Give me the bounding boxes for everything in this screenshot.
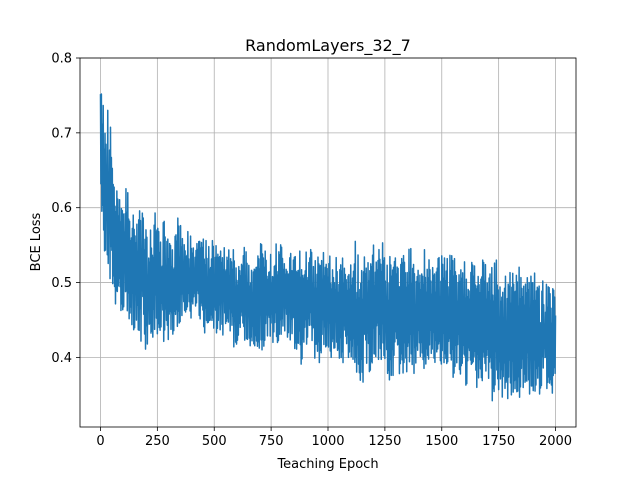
y-tick-label: 0.4 [51, 351, 72, 366]
x-tick-label: 750 [259, 434, 284, 449]
series-layer [99, 93, 557, 402]
y-tick-label: 0.8 [51, 52, 72, 67]
loss-series-line [99, 93, 557, 402]
x-tick-label: 500 [202, 434, 227, 449]
x-axis-label: Teaching Epoch [276, 457, 378, 472]
y-tick-label: 0.7 [51, 126, 72, 141]
x-tick-label: 2000 [539, 434, 572, 449]
chart-title: RandomLayers_32_7 [245, 36, 411, 56]
x-tick-label: 250 [145, 434, 170, 449]
y-tick-label: 0.5 [51, 276, 72, 291]
y-tick-label: 0.6 [51, 201, 72, 216]
x-tick-label: 1500 [425, 434, 458, 449]
x-tick-label: 1000 [311, 434, 344, 449]
x-tick-label: 1250 [368, 434, 401, 449]
x-tick-label: 1750 [482, 434, 515, 449]
x-tick-label: 0 [96, 434, 104, 449]
y-axis-label: BCE Loss [29, 212, 44, 271]
axis-ticks: 0 250 500 750 1000 1250 1500 1750 2000 0.4 0.5 0.6 0… [51, 52, 572, 450]
